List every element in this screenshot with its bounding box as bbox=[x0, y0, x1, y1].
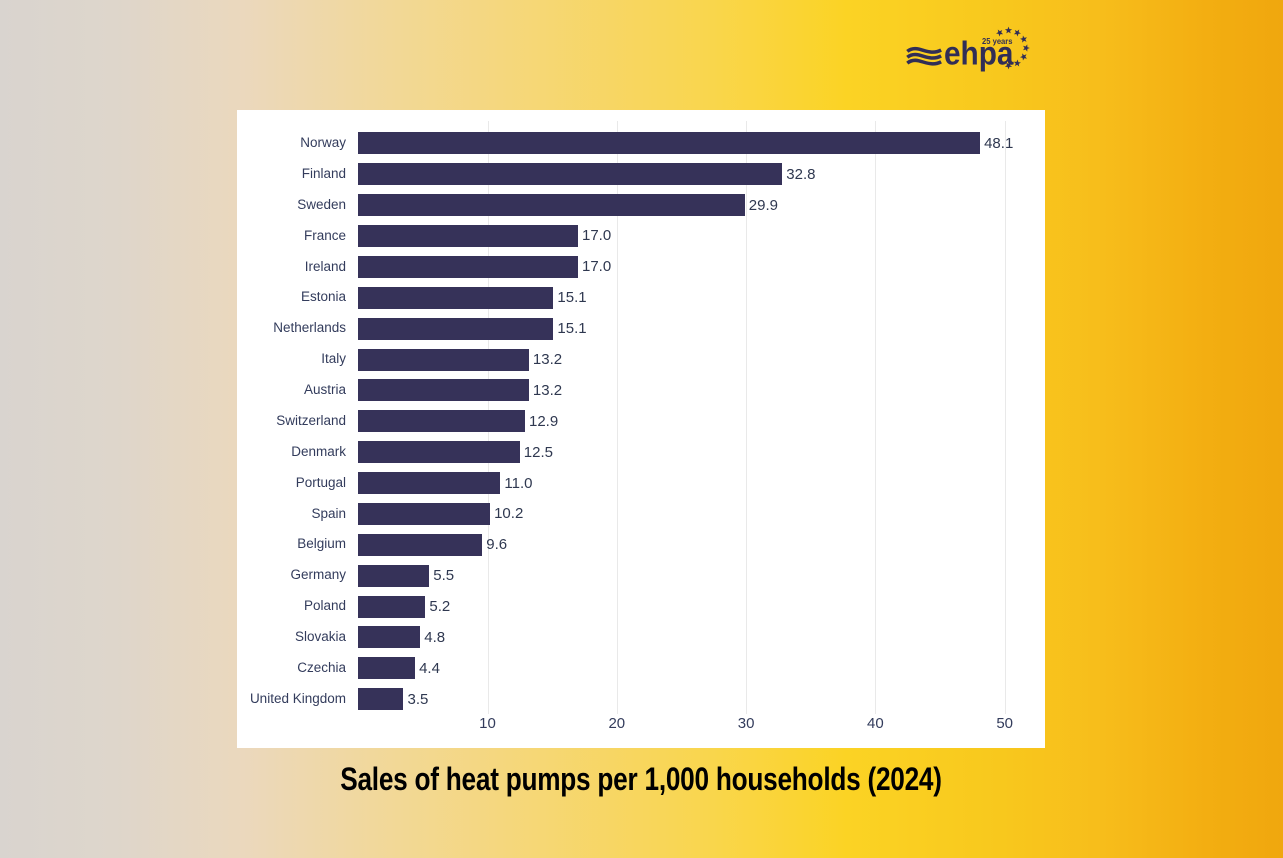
svg-text:25 years: 25 years bbox=[982, 37, 1013, 46]
svg-text:ehpa: ehpa bbox=[944, 36, 1014, 73]
